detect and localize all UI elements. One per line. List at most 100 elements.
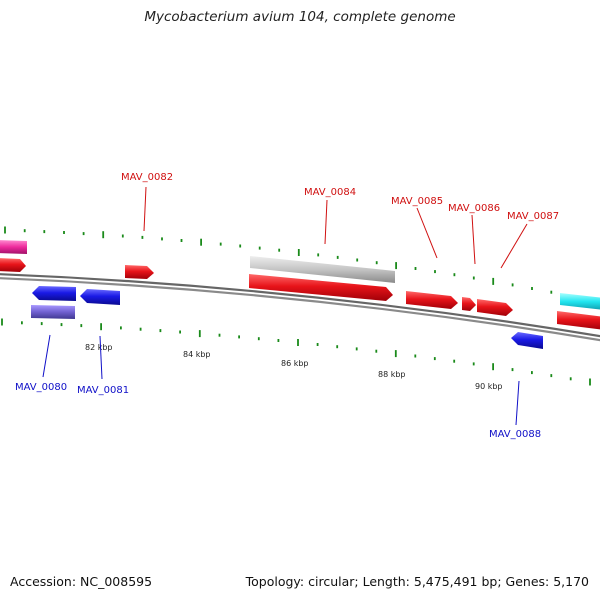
upper-minor-tick (511, 283, 514, 287)
lower-major-tick (100, 323, 102, 331)
leader-line-mav-0085 (416, 207, 438, 259)
purple-feature[interactable] (31, 305, 75, 319)
upper-minor-tick (550, 290, 553, 294)
gene-mav-0089-forward[interactable] (557, 311, 600, 330)
lower-minor-tick (238, 335, 240, 339)
gene-label-mav-0081[interactable]: MAV_0081 (77, 385, 129, 396)
upper-minor-tick (43, 230, 46, 234)
upper-major-tick (297, 249, 300, 256)
lower-major-tick (492, 363, 494, 371)
gray-feature[interactable] (250, 256, 395, 283)
upper-minor-tick (472, 276, 475, 280)
pink-feature[interactable] (0, 240, 27, 254)
upper-minor-tick (531, 287, 533, 290)
gene-label-mav-0087[interactable]: MAV_0087 (507, 211, 559, 222)
gene-label-mav-0080[interactable]: MAV_0080 (15, 382, 67, 393)
upper-minor-tick (375, 261, 378, 265)
lower-minor-tick (60, 323, 63, 327)
lower-minor-tick (375, 349, 378, 353)
lower-minor-tick (336, 345, 339, 349)
lower-minor-tick (472, 362, 475, 366)
lower-minor-tick (414, 354, 417, 358)
gene-label-mav-0085[interactable]: MAV_0085 (391, 196, 443, 207)
lower-major-tick (1, 318, 3, 326)
upper-minor-tick (317, 253, 320, 257)
upper-major-tick (102, 231, 105, 239)
gene-label-mav-0084[interactable]: MAV_0084 (304, 187, 356, 198)
leader-line-mav-0088 (515, 380, 520, 426)
lower-minor-tick (257, 337, 260, 341)
lower-minor-tick (139, 327, 142, 331)
upper-minor-tick (23, 229, 26, 233)
gene-mav-0085[interactable] (406, 291, 458, 309)
leader-line-mav-0087 (500, 223, 528, 269)
upper-minor-tick (180, 239, 183, 242)
scale-label-90kbp: 90 kbp (475, 382, 503, 391)
lower-major-tick (394, 350, 397, 358)
lower-minor-tick (80, 324, 83, 328)
upper-minor-tick (278, 248, 281, 252)
upper-minor-tick (414, 267, 417, 270)
scale-label-84kbp: 84 kbp (183, 350, 211, 359)
upper-major-tick (4, 226, 6, 234)
lower-minor-tick (550, 374, 553, 378)
gene-mav-0086[interactable] (462, 297, 476, 311)
gene-mav-0081[interactable] (80, 289, 120, 305)
lower-minor-tick (179, 330, 181, 334)
gene-mav-0082[interactable] (125, 265, 154, 279)
lower-minor-tick (569, 377, 572, 381)
page-title: Mycobacterium avium 104, complete genome (144, 9, 456, 25)
leader-line-mav-0086 (471, 214, 476, 265)
upper-major-tick (395, 262, 397, 270)
lower-minor-tick (316, 343, 319, 346)
gene-label-mav-0082[interactable]: MAV_0082 (121, 172, 173, 183)
gene-mav-0080[interactable] (32, 286, 76, 301)
upper-minor-tick (63, 231, 65, 234)
lower-major-tick (589, 378, 591, 386)
upper-minor-tick (356, 258, 359, 262)
lower-minor-tick (277, 339, 280, 342)
lower-minor-tick (21, 321, 23, 325)
upper-minor-tick (161, 237, 163, 241)
gene-mav-0087[interactable] (477, 299, 513, 316)
gene-label-mav-0086[interactable]: MAV_0086 (448, 203, 500, 214)
scale-label-88kbp: 88 kbp (378, 370, 406, 379)
scale-label-82kbp: 82 kbp (85, 343, 113, 352)
genome-backbone (0, 273, 600, 338)
gene-mav-0079-forward[interactable] (0, 258, 26, 272)
lower-minor-tick (531, 371, 533, 375)
lower-minor-tick (120, 326, 122, 330)
cyan-feature[interactable] (560, 293, 600, 310)
lower-minor-tick (355, 347, 358, 351)
accession-text: Accession: NC_008595 (10, 574, 153, 589)
gene-mav-0084[interactable] (249, 274, 393, 301)
lower-minor-tick (453, 359, 456, 363)
lower-minor-tick (433, 357, 436, 361)
lower-tick-marks (1, 318, 591, 386)
upper-minor-tick (453, 273, 456, 277)
scale-label-86kbp: 86 kbp (281, 359, 309, 368)
upper-minor-tick (434, 270, 436, 274)
gene-label-mav-0088[interactable]: MAV_0088 (489, 429, 541, 440)
upper-major-tick (492, 277, 495, 285)
lower-major-tick (297, 339, 299, 346)
upper-minor-tick (121, 234, 124, 238)
lower-minor-tick (40, 322, 43, 326)
gene-mav-0088[interactable] (511, 332, 543, 349)
leader-line-mav-0084 (324, 199, 328, 245)
leader-line-mav-0082 (143, 186, 147, 232)
lower-minor-tick (218, 333, 221, 337)
upper-major-tick (200, 238, 202, 246)
genome-backbone-inner (0, 277, 600, 342)
lower-major-tick (198, 330, 201, 338)
upper-minor-tick (219, 242, 222, 246)
upper-minor-tick (258, 246, 261, 250)
genome-info-text: Topology: circular; Length: 5,475,491 bp… (245, 574, 589, 589)
upper-minor-tick (239, 244, 242, 248)
lower-minor-tick (159, 329, 162, 333)
upper-minor-tick (141, 235, 144, 239)
leader-line-mav-0080 (42, 334, 51, 378)
leader-line-mav-0081 (99, 335, 103, 380)
lower-minor-tick (511, 368, 514, 372)
